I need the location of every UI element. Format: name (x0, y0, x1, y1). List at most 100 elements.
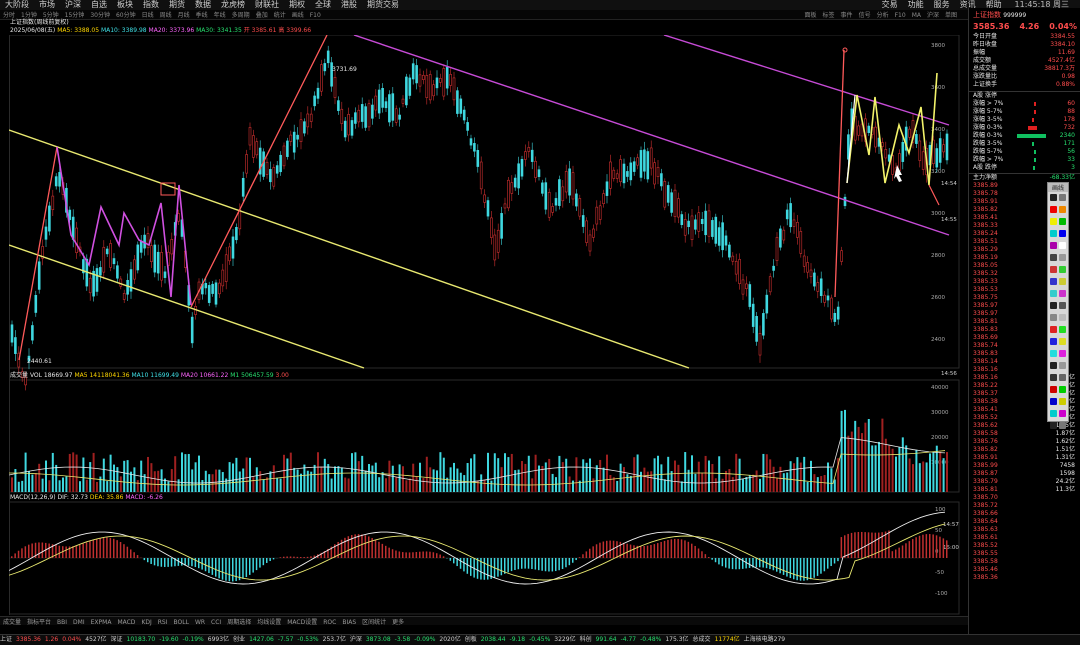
candle-body (521, 159, 523, 176)
draw-tool-icon[interactable] (1059, 326, 1066, 333)
top-menu-right-item[interactable]: 交易 (877, 0, 903, 10)
draw-tool-icon[interactable] (1059, 374, 1066, 381)
draw-tool-icon[interactable] (1050, 374, 1057, 381)
indicator-tab[interactable]: KDJ (138, 619, 154, 627)
top-menu-item[interactable]: 财联社 (250, 0, 284, 10)
draw-tool-icon[interactable] (1050, 386, 1057, 393)
top-menu-item[interactable]: 自选 (86, 0, 112, 10)
indicator-tab[interactable]: CCI (208, 619, 224, 627)
candle-body (654, 163, 656, 184)
draw-tool-icon[interactable] (1059, 242, 1066, 249)
draw-tool-icon[interactable] (1059, 398, 1066, 405)
top-menu-item[interactable]: 板块 (112, 0, 138, 10)
draw-tool-icon[interactable] (1059, 362, 1066, 369)
volume-bar (783, 473, 785, 492)
draw-tool-icon[interactable] (1050, 278, 1057, 285)
draw-tool-icon[interactable] (1059, 302, 1066, 309)
top-menu-item[interactable]: 指数 (138, 0, 164, 10)
draw-tool-icon[interactable] (1050, 362, 1057, 369)
draw-tool-icon[interactable] (1059, 290, 1066, 297)
indicator-tab[interactable]: 更多 (389, 619, 407, 627)
top-menu-item[interactable]: 大阶段 (0, 0, 34, 10)
indicator-tab[interactable]: BBI (54, 619, 70, 627)
stat-key: 今日开盘 (973, 33, 997, 41)
draw-tool-icon[interactable] (1050, 254, 1057, 261)
indicator-tab[interactable]: 指标平台 (24, 619, 54, 627)
draw-tool-icon[interactable] (1059, 410, 1066, 417)
volume-bar (674, 461, 676, 492)
draw-tool-icon[interactable] (1059, 206, 1066, 213)
chart-canvas[interactable]: 3800360034003200300028002600240014:5414:… (9, 35, 969, 615)
candle-body (450, 74, 452, 85)
candle-body (463, 110, 465, 120)
draw-tool-icon[interactable] (1050, 218, 1057, 225)
macd-histogram-bar (399, 551, 401, 558)
draw-tool-icon[interactable] (1050, 266, 1057, 273)
draw-tool-icon[interactable] (1059, 194, 1066, 201)
draw-tool-icon[interactable] (1050, 326, 1057, 333)
draw-tool-icon[interactable] (1059, 218, 1066, 225)
draw-tool-icon[interactable] (1059, 254, 1066, 261)
top-menu-item[interactable]: 期货交易 (362, 0, 404, 10)
draw-tool-icon[interactable] (1050, 410, 1057, 417)
top-menu-right-item[interactable]: 服务 (929, 0, 955, 10)
draw-tool-icon[interactable] (1050, 338, 1057, 345)
indicator-tab[interactable]: MACD (114, 619, 138, 627)
top-menu-item[interactable]: 全球 (310, 0, 336, 10)
draw-tool-icon[interactable] (1050, 242, 1057, 249)
top-menu-item[interactable]: 市场 (34, 0, 60, 10)
draw-tool-icon[interactable] (1059, 422, 1066, 429)
top-menu-item[interactable]: 沪深 (60, 0, 86, 10)
draw-tool-icon[interactable] (1050, 314, 1057, 321)
indicator-tab[interactable]: ROC (320, 619, 339, 627)
draw-tool-icon[interactable] (1059, 266, 1066, 273)
draw-tool-icon[interactable] (1050, 422, 1057, 429)
draw-tool-icon[interactable] (1050, 194, 1057, 201)
candle-body (875, 127, 877, 147)
top-menu-item[interactable]: 期权 (284, 0, 310, 10)
drawing-tools-palette[interactable]: 画线 (1047, 182, 1069, 422)
top-menu-item[interactable]: 龙虎榜 (216, 0, 250, 10)
top-menu-item[interactable]: 港股 (336, 0, 362, 10)
draw-tool-icon[interactable] (1059, 278, 1066, 285)
candle-body (790, 203, 792, 226)
macd-histogram-bar (439, 555, 441, 558)
indicator-tab[interactable]: BIAS (339, 619, 359, 627)
macd-histogram-bar (616, 541, 618, 558)
draw-tool-icon[interactable] (1050, 206, 1057, 213)
indicator-tab[interactable]: 区间统计 (359, 619, 389, 627)
candle-body (531, 150, 533, 161)
status-item: 2038.44 (481, 636, 506, 643)
indicator-tab[interactable]: EXPMA (88, 619, 115, 627)
draw-tool-icon[interactable] (1059, 314, 1066, 321)
indicator-tab[interactable]: 成交量 (0, 619, 24, 627)
macd-histogram-bar (25, 546, 27, 558)
top-menu-item[interactable]: 数据 (190, 0, 216, 10)
indicator-tab[interactable]: DMI (70, 619, 88, 627)
draw-tool-icon[interactable] (1050, 398, 1057, 405)
candle-body (433, 85, 435, 96)
indicator-tab[interactable]: WR (192, 619, 208, 627)
macd-histogram-bar (929, 534, 931, 558)
candle-body (711, 220, 713, 236)
indicator-tab[interactable]: RSI (155, 619, 171, 627)
draw-tool-icon[interactable] (1059, 230, 1066, 237)
indicator-tab[interactable]: 周期选择 (224, 619, 254, 627)
volume-bar (630, 476, 632, 492)
indicator-tab[interactable]: MACD设置 (284, 619, 320, 627)
draw-tool-icon[interactable] (1050, 302, 1057, 309)
draw-tool-icon[interactable] (1050, 290, 1057, 297)
top-menu-right-item[interactable]: 功能 (903, 0, 929, 10)
draw-tool-icon[interactable] (1059, 386, 1066, 393)
draw-tool-icon[interactable] (1059, 350, 1066, 357)
status-item: -19.60 (159, 636, 178, 643)
indicator-tab[interactable]: BOLL (171, 619, 192, 627)
draw-tool-icon[interactable] (1050, 230, 1057, 237)
draw-tool-icon[interactable] (1050, 350, 1057, 357)
indicator-tab[interactable]: 均线设置 (254, 619, 284, 627)
draw-tool-icon[interactable] (1059, 338, 1066, 345)
candle-body (827, 296, 829, 300)
top-menu-item[interactable]: 期货 (164, 0, 190, 10)
candle-body (885, 149, 887, 158)
